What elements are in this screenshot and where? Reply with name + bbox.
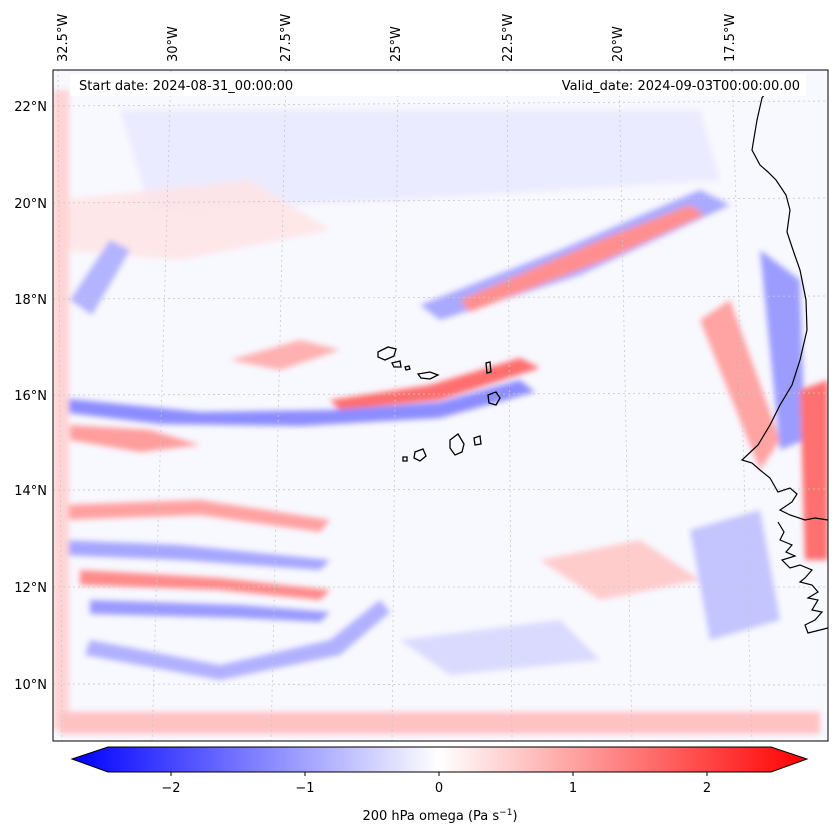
field-blob-red-northwest — [60, 180, 330, 260]
valid-date-label: Valid_date: 2024-09-03T00:00:00.00 — [562, 79, 800, 94]
field-blob-red-se — [540, 540, 700, 600]
lon-label: 17.5°W — [723, 14, 738, 62]
field-stripe-blue-south-1 — [60, 540, 330, 570]
field-border-west — [53, 90, 69, 730]
lon-label: 25°W — [389, 26, 404, 62]
africa-coastline — [740, 85, 828, 521]
island-sao-nicolau — [416, 371, 440, 380]
field-streak-red-west — [230, 340, 340, 370]
field-blob-blue-se — [400, 620, 600, 675]
island-sao-vicente — [391, 360, 402, 368]
field-band-blue-central — [60, 380, 535, 426]
field-stripe-blue-south-2 — [90, 600, 330, 622]
island-fogo — [413, 448, 427, 462]
lat-label: 20°N — [14, 197, 47, 212]
longitude-labels: 32.5°W 30°W 27.5°W 25°W 22.5°W 20°W 17.5… — [56, 14, 738, 62]
map-panel: Start date: 2024-08-31_00:00:00 Valid_da… — [52, 69, 829, 742]
colorbar-tick-label: 0 — [435, 781, 443, 796]
colorbar-title: 200 hPa omega (Pa s−1) — [362, 808, 517, 824]
colorbar-tick-label: −2 — [161, 781, 180, 796]
omega-field — [53, 90, 828, 734]
island-sal — [485, 361, 492, 374]
latitude-labels: 22°N 20°N 18°N 16°N 14°N 12°N 10°N — [14, 100, 47, 693]
field-blob-blue-north — [120, 110, 720, 210]
lat-label: 10°N — [14, 678, 47, 693]
field-band-red-central — [330, 358, 540, 410]
field-stripe-red-south-1 — [60, 500, 330, 532]
title-background — [70, 74, 806, 96]
lat-label: 16°N — [14, 389, 47, 404]
colorbar-title-main: 200 hPa omega (Pa s — [362, 809, 499, 824]
cape-verde-islands — [377, 346, 501, 462]
field-ridge-red-east — [700, 300, 780, 470]
africa-coastline-south — [777, 521, 828, 634]
island-sal-rei — [404, 365, 411, 371]
colorbar-title-end: ) — [512, 809, 517, 824]
lon-label: 22.5°W — [501, 14, 516, 62]
field-band-red-ne — [460, 205, 705, 312]
field-border-south — [60, 712, 820, 734]
island-santiago — [449, 433, 465, 456]
lat-label: 12°N — [14, 581, 47, 596]
map-frame — [52, 69, 829, 742]
coastlines — [740, 85, 828, 634]
island-santo-antao — [377, 346, 397, 361]
colorbar-tick-label: 1 — [569, 781, 577, 796]
lat-label: 22°N — [14, 100, 47, 115]
island-brava — [402, 456, 408, 462]
field-band-red-west — [70, 425, 200, 452]
field-ridge-blue-east — [760, 250, 805, 450]
lat-label: 14°N — [14, 484, 47, 499]
field-arc-blue-south — [85, 600, 390, 680]
colorbar-body — [70, 746, 809, 773]
lon-label: 30°W — [166, 26, 181, 62]
lat-label: 18°N — [14, 293, 47, 308]
start-date-label: Start date: 2024-08-31_00:00:00 — [79, 79, 293, 94]
island-boa-vista — [487, 391, 501, 406]
colorbar-title-sup: −1 — [499, 808, 512, 818]
lon-label: 32.5°W — [56, 14, 71, 62]
island-maio — [473, 435, 482, 446]
graticule — [53, 70, 828, 741]
colorbar-tick-label: 2 — [703, 781, 711, 796]
field-streak-blue-west — [70, 240, 130, 315]
colorbar-ticks — [170, 772, 708, 776]
field-coast-red — [800, 380, 828, 560]
colorbar-tick-label: −1 — [295, 781, 314, 796]
lon-label: 20°W — [611, 26, 626, 62]
colorbar: −2 −1 0 1 2 200 hPa omega (Pa s−1) — [70, 746, 809, 824]
field-stripe-red-south-2 — [80, 570, 330, 600]
field-blob-blue-east-south — [690, 510, 780, 640]
lon-label: 27.5°W — [279, 14, 294, 62]
